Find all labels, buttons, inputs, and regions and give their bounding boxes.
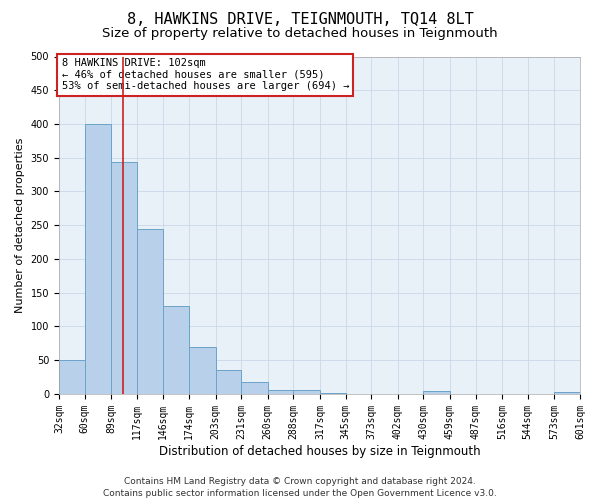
- Bar: [137, 228, 163, 394]
- Bar: [163, 306, 189, 394]
- Bar: [293, 390, 320, 394]
- Text: 8 HAWKINS DRIVE: 102sqm
← 46% of detached houses are smaller (595)
53% of semi-d: 8 HAWKINS DRIVE: 102sqm ← 46% of detache…: [62, 58, 349, 92]
- Bar: [215, 370, 241, 394]
- Bar: [268, 390, 293, 394]
- Text: Contains HM Land Registry data © Crown copyright and database right 2024.
Contai: Contains HM Land Registry data © Crown c…: [103, 476, 497, 498]
- Text: 8, HAWKINS DRIVE, TEIGNMOUTH, TQ14 8LT: 8, HAWKINS DRIVE, TEIGNMOUTH, TQ14 8LT: [127, 12, 473, 28]
- Bar: [59, 360, 85, 394]
- Bar: [111, 162, 137, 394]
- X-axis label: Distribution of detached houses by size in Teignmouth: Distribution of detached houses by size …: [158, 444, 480, 458]
- Bar: [241, 382, 268, 394]
- Y-axis label: Number of detached properties: Number of detached properties: [15, 138, 25, 313]
- Bar: [189, 346, 215, 394]
- Bar: [424, 390, 450, 394]
- Text: Size of property relative to detached houses in Teignmouth: Size of property relative to detached ho…: [102, 28, 498, 40]
- Bar: [85, 124, 111, 394]
- Bar: [554, 392, 580, 394]
